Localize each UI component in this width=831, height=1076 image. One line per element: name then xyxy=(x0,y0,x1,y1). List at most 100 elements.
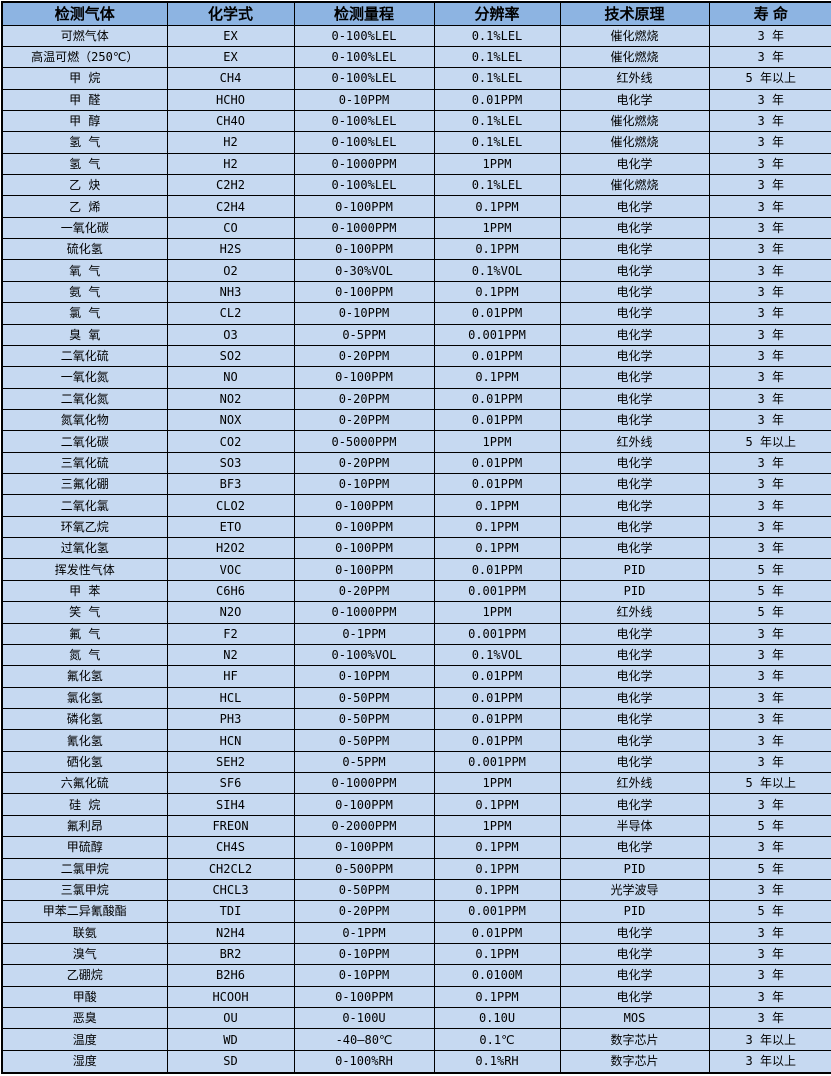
cell-range: 0-50PPM xyxy=(293,686,435,710)
cell-gas: 臭 氧 xyxy=(1,323,168,346)
cell-resolution: 0.1%LEL xyxy=(433,109,561,133)
cell-range: 0-100%LEL xyxy=(293,24,435,47)
table-row: 二氧化碳 CO2 0-5000PPM 1PPM 红外线 5 年以上 xyxy=(1,430,831,453)
cell-principle: 红外线 xyxy=(559,430,710,453)
cell-range: 0-5PPM xyxy=(293,323,435,346)
cell-gas: 氟化氢 xyxy=(1,665,168,688)
cell-gas: 氯化氢 xyxy=(1,686,168,710)
cell-resolution: 0.01PPM xyxy=(433,921,561,944)
cell-principle: 催化燃烧 xyxy=(559,131,710,154)
cell-range: 0-100PPM xyxy=(293,836,435,859)
cell-principle: 红外线 xyxy=(559,601,710,624)
table-row: 甲 醛 HCHO 0-10PPM 0.01PPM 电化学 3 年 xyxy=(1,88,831,111)
cell-formula: NO xyxy=(166,366,295,389)
cell-formula: H2 xyxy=(166,152,295,176)
cell-resolution: 1PPM xyxy=(433,152,561,176)
cell-range: 0-500PPM xyxy=(293,857,435,880)
cell-gas: 甲 醛 xyxy=(1,88,168,111)
cell-resolution: 1PPM xyxy=(433,601,561,624)
cell-principle: 电化学 xyxy=(559,836,710,859)
cell-formula: N2O xyxy=(166,601,295,624)
cell-formula: N2 xyxy=(166,643,295,667)
cell-lifespan: 3 年 xyxy=(708,174,831,197)
cell-principle: 红外线 xyxy=(559,772,710,795)
cell-formula: HCOOH xyxy=(166,985,295,1009)
cell-principle: PID xyxy=(559,900,710,923)
cell-lifespan: 3 年 xyxy=(708,473,831,496)
cell-principle: 电化学 xyxy=(559,515,710,539)
cell-lifespan: 3 年 xyxy=(708,259,831,282)
cell-formula: HF xyxy=(166,665,295,688)
cell-principle: 电化学 xyxy=(559,729,710,752)
cell-formula: H2O2 xyxy=(166,537,295,560)
cell-lifespan: 3 年 xyxy=(708,686,831,710)
table-row: 硒化氢 SEH2 0-5PPM 0.001PPM 电化学 3 年 xyxy=(1,750,831,774)
cell-principle: 电化学 xyxy=(559,302,710,325)
table-row: 甲苯二异氰酸酯 TDI 0-20PPM 0.001PPM PID 5 年 xyxy=(1,900,831,923)
cell-resolution: 0.1%LEL xyxy=(433,24,561,47)
table-row: 氯化氢 HCL 0-50PPM 0.01PPM 电化学 3 年 xyxy=(1,686,831,710)
cell-range: 0-1000PPM xyxy=(293,601,435,624)
cell-range: 0-100%RH xyxy=(293,1049,435,1074)
table-row: 过氧化氢 H2O2 0-100PPM 0.1PPM 电化学 3 年 xyxy=(1,537,831,560)
cell-resolution: 0.1PPM xyxy=(433,366,561,389)
cell-formula: SD xyxy=(166,1049,295,1074)
col-header-resolution: 分辨率 xyxy=(433,1,561,26)
cell-resolution: 0.1PPM xyxy=(433,494,561,517)
table-row: 二氧化氮 NO2 0-20PPM 0.01PPM 电化学 3 年 xyxy=(1,387,831,410)
cell-lifespan: 3 年 xyxy=(708,494,831,517)
cell-principle: 催化燃烧 xyxy=(559,45,710,69)
col-header-principle: 技术原理 xyxy=(559,1,710,26)
cell-gas: 氢 气 xyxy=(1,152,168,176)
cell-formula: H2S xyxy=(166,238,295,261)
cell-range: 0-100%LEL xyxy=(293,45,435,69)
cell-gas: 硒化氢 xyxy=(1,750,168,774)
cell-lifespan: 5 年 xyxy=(708,558,831,581)
cell-formula: SO3 xyxy=(166,451,295,475)
cell-resolution: 0.01PPM xyxy=(433,387,561,410)
cell-gas: 可燃气体 xyxy=(1,24,168,47)
cell-gas: 氯 气 xyxy=(1,302,168,325)
cell-gas: 三氯甲烷 xyxy=(1,878,168,902)
cell-formula: H2 xyxy=(166,131,295,154)
cell-resolution: 0.001PPM xyxy=(433,750,561,774)
cell-gas: 联氨 xyxy=(1,921,168,944)
cell-principle: 电化学 xyxy=(559,985,710,1009)
cell-principle: 电化学 xyxy=(559,494,710,517)
table-row: 高温可燃（250℃） EX 0-100%LEL 0.1%LEL 催化燃烧 3 年 xyxy=(1,45,831,69)
cell-lifespan: 3 年 xyxy=(708,323,831,346)
cell-lifespan: 3 年 xyxy=(708,878,831,902)
cell-principle: 电化学 xyxy=(559,643,710,667)
cell-gas: 乙 炔 xyxy=(1,174,168,197)
cell-range: 0-100PPM xyxy=(293,494,435,517)
cell-resolution: 0.001PPM xyxy=(433,622,561,645)
cell-principle: 催化燃烧 xyxy=(559,24,710,47)
table-row: 氧 气 O2 0-30%VOL 0.1%VOL 电化学 3 年 xyxy=(1,259,831,282)
cell-principle: 红外线 xyxy=(559,67,710,90)
header-row: 检测气体 化学式 检测量程 分辨率 技术原理 寿 命 xyxy=(1,1,831,26)
cell-principle: 电化学 xyxy=(559,344,710,368)
cell-formula: NOX xyxy=(166,408,295,432)
cell-lifespan: 3 年 xyxy=(708,515,831,539)
table-row: 氯 气 CL2 0-10PPM 0.01PPM 电化学 3 年 xyxy=(1,302,831,325)
cell-formula: B2H6 xyxy=(166,964,295,987)
cell-principle: PID xyxy=(559,857,710,880)
cell-range: 0-50PPM xyxy=(293,729,435,752)
table-row: 可燃气体 EX 0-100%LEL 0.1%LEL 催化燃烧 3 年 xyxy=(1,24,831,47)
col-header-range: 检测量程 xyxy=(293,1,435,26)
cell-formula: NH3 xyxy=(166,280,295,304)
cell-range: 0-100%LEL xyxy=(293,109,435,133)
cell-formula: EX xyxy=(166,24,295,47)
cell-range: 0-1PPM xyxy=(293,622,435,645)
cell-resolution: 0.0100M xyxy=(433,964,561,987)
cell-principle: 电化学 xyxy=(559,707,710,731)
cell-gas: 乙 烯 xyxy=(1,195,168,218)
cell-resolution: 0.01PPM xyxy=(433,302,561,325)
col-header-gas: 检测气体 xyxy=(1,1,168,26)
cell-gas: 笑 气 xyxy=(1,601,168,624)
cell-resolution: 0.1%LEL xyxy=(433,67,561,90)
cell-lifespan: 3 年 xyxy=(708,152,831,176)
cell-lifespan: 3 年 xyxy=(708,537,831,560)
cell-gas: 温度 xyxy=(1,1028,168,1051)
